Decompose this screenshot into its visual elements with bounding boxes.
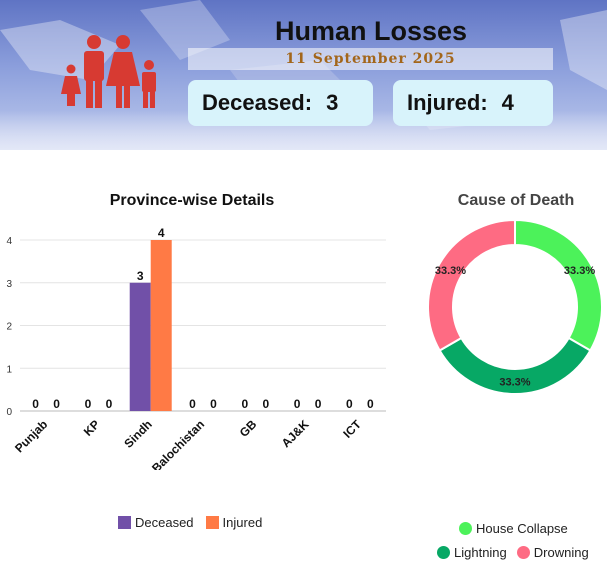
legend-label-injured: Injured xyxy=(222,515,263,530)
donut-percent-label: 33.3% xyxy=(499,377,530,389)
legend-swatch-deceased xyxy=(118,516,131,529)
bar-value-label: 0 xyxy=(367,397,374,411)
deceased-label: Deceased: xyxy=(202,90,313,115)
x-tick-label: KP xyxy=(81,417,103,439)
injured-total-card: Injured: 4 xyxy=(393,80,553,126)
y-tick-label: 1 xyxy=(6,364,12,375)
y-tick-label: 3 xyxy=(6,279,12,290)
legend-dot-house-collapse xyxy=(459,522,472,535)
bar-value-label: 0 xyxy=(315,397,322,411)
bar-value-label: 0 xyxy=(106,397,113,411)
legend-label-lightning: Lightning xyxy=(454,545,507,560)
donut-slice-drowning xyxy=(427,218,516,352)
legend-label-drowning: Drowning xyxy=(533,545,589,560)
x-tick-label: ICT xyxy=(340,417,364,441)
donut-percent-label: 33.3% xyxy=(435,265,466,277)
bar-chart-title: Province-wise Details xyxy=(109,192,275,209)
x-tick-label: GB xyxy=(237,417,260,440)
pie-legend-row-2: Lightning Drowning xyxy=(437,545,589,560)
x-tick-label: Balochistan xyxy=(149,417,207,470)
pie-chart-title: Cause of Death xyxy=(457,192,575,209)
family-icon xyxy=(61,35,156,108)
bar-value-label: 0 xyxy=(85,397,92,411)
bar-value-label: 4 xyxy=(158,226,165,240)
legend-swatch-injured xyxy=(205,516,219,529)
legend-dot-lightning xyxy=(437,546,450,559)
pie-legend-row-1: House Collapse xyxy=(459,521,568,536)
bar-value-label: 0 xyxy=(210,397,217,411)
bar-value-label: 0 xyxy=(53,397,60,411)
injured-label: Injured: xyxy=(407,90,488,115)
bar-value-label: 0 xyxy=(32,397,39,411)
page-title: Human Losses xyxy=(274,16,468,46)
bar-legend: Deceased Injured xyxy=(118,515,262,530)
bar-value-label: 0 xyxy=(189,397,196,411)
deceased-total-card: Deceased: 3 xyxy=(188,80,373,126)
bar-value-label: 0 xyxy=(262,397,269,411)
y-tick-label: 0 xyxy=(6,407,12,418)
y-tick-label: 4 xyxy=(6,236,12,247)
bar-injured xyxy=(150,240,172,411)
bar-value-label: 0 xyxy=(294,397,301,411)
y-tick-label: 2 xyxy=(6,322,12,333)
bar-value-label: 3 xyxy=(137,269,144,283)
x-tick-label: Punjab xyxy=(12,417,50,455)
x-tick-label: Sindh xyxy=(121,417,154,450)
report-date: 11 September 2025 xyxy=(188,48,553,70)
deceased-value: 3 xyxy=(326,90,339,115)
bar-value-label: 0 xyxy=(346,397,353,411)
legend-dot-drowning xyxy=(516,546,530,559)
header-banner xyxy=(0,0,607,150)
legend-label-house-collapse: House Collapse xyxy=(476,521,568,536)
legend-label-deceased: Deceased xyxy=(135,515,194,530)
cause-of-death-donut: 33.3% 33.3% 33.3% xyxy=(427,218,603,395)
donut-slice-house-collapse xyxy=(514,218,603,352)
injured-value: 4 xyxy=(501,90,514,115)
bar-value-label: 0 xyxy=(241,397,248,411)
bar-deceased xyxy=(129,282,151,411)
x-tick-label: AJ&K xyxy=(279,417,312,450)
donut-percent-label: 33.3% xyxy=(564,265,595,277)
